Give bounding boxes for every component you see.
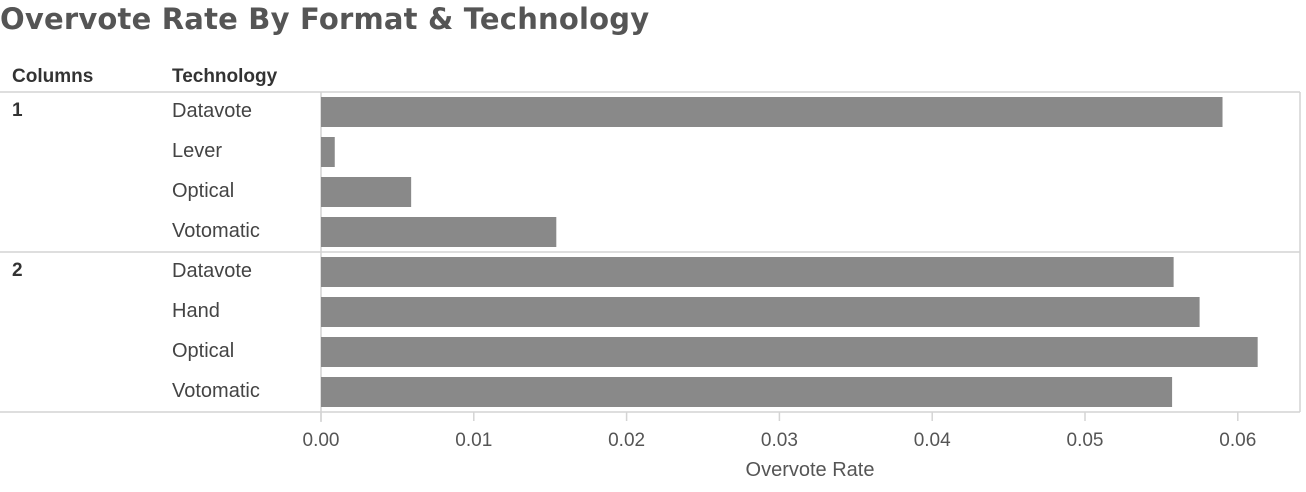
x-tick-label: 0.01 — [455, 430, 492, 451]
category-label: Lever — [172, 140, 222, 162]
bar — [321, 137, 335, 167]
bar — [321, 97, 1223, 127]
row-header-columns: Columns — [12, 66, 94, 87]
category-label: Datavote — [172, 100, 252, 122]
group-label: 1 — [12, 100, 23, 121]
bars — [321, 97, 1258, 407]
category-label: Datavote — [172, 260, 252, 282]
category-label: Optical — [172, 340, 234, 362]
bar — [321, 257, 1174, 287]
bar — [321, 217, 557, 247]
x-axis: 0.00 0.01 0.02 0.03 0.04 0.05 0.06 Overvote Rat… — [303, 412, 1256, 481]
row-header-technology: Technology — [172, 66, 278, 87]
x-tick-label: 0.02 — [608, 430, 645, 451]
x-tick-label: 0.00 — [303, 430, 340, 451]
bar — [321, 377, 1173, 407]
x-tick-label: 0.04 — [914, 430, 951, 451]
category-label: Hand — [172, 300, 220, 322]
row-labels: 1 Datavote Lever Optical Votomatic 2 Datavote H… — [12, 100, 260, 402]
bar — [321, 177, 412, 207]
x-tick-label: 0.06 — [1219, 430, 1256, 451]
bar — [321, 337, 1258, 367]
group-label: 2 — [12, 260, 23, 281]
x-tick-label: 0.05 — [1067, 430, 1104, 451]
category-label: Votomatic — [172, 380, 260, 402]
category-label: Optical — [172, 180, 234, 202]
chart-title: Overvote Rate By Format & Technology — [0, 2, 650, 36]
bar — [321, 297, 1200, 327]
x-axis-label: Overvote Rate — [746, 459, 875, 481]
category-label: Votomatic — [172, 220, 260, 242]
x-tick-label: 0.03 — [761, 430, 798, 451]
